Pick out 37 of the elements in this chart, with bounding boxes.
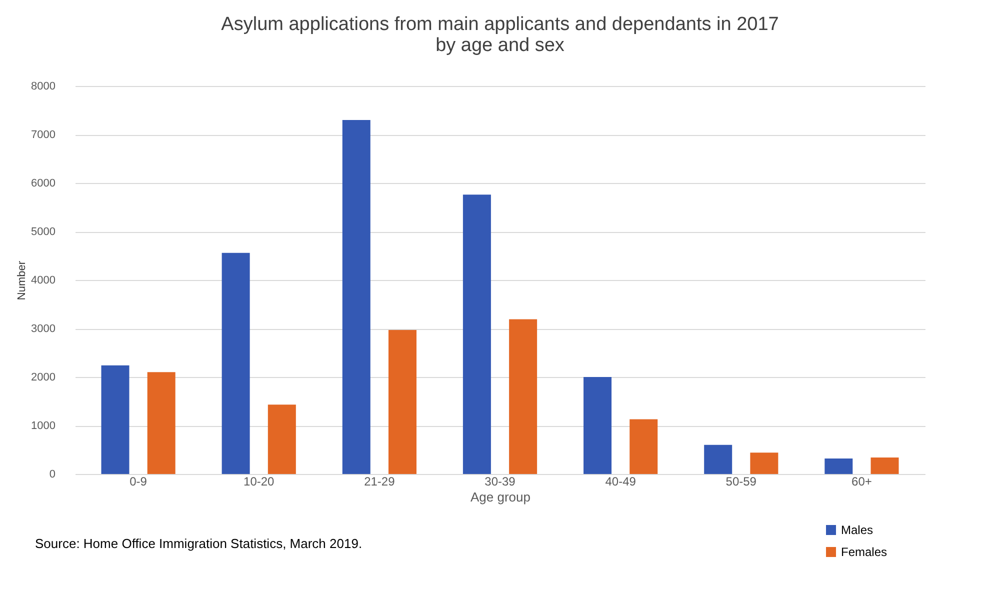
bar [630,419,658,474]
x-tick-label: 30-39 [484,474,516,488]
bar [824,458,853,474]
bar [342,120,370,474]
y-tick-label: 4000 [31,274,56,286]
x-tick-label: 21-29 [364,474,396,488]
y-tick-label: 8000 [31,80,56,92]
y-tick-label: 0 [49,468,56,480]
bar [509,319,538,474]
text: by age and sex [436,35,564,56]
source-note: Source: Home Office Immigration Statistics, March 2019. [35,536,362,551]
x-tick-label: 10-20 [244,474,275,488]
legend-label: Males [841,523,874,537]
text: Asylum applications from main applicants and dependants in 2017 [221,14,779,35]
y-tick-label: 2000 [31,372,56,384]
bar [750,452,778,474]
x-tick-label: 60+ [852,474,872,488]
bar [584,377,612,474]
x-tick-label: 0-9 [130,474,148,488]
bar [147,372,176,474]
y-tick-label: 3000 [31,323,56,335]
y-tick-label: 1000 [31,420,56,432]
bar [268,404,296,474]
y-axis-title: Number [16,260,28,300]
bar [101,365,130,474]
y-tick-label: 7000 [31,129,56,141]
y-tick-label: 5000 [31,226,56,238]
bar [870,458,899,474]
x-axis-title: Age group [470,490,530,504]
bar [222,252,250,474]
x-tick-label: 50-59 [726,474,757,488]
legend-label: Females [841,545,888,559]
bar [462,194,491,474]
y-tick-label: 6000 [31,178,56,190]
bar [704,444,732,474]
x-tick-label: 40-49 [605,474,636,488]
bar [388,330,416,474]
